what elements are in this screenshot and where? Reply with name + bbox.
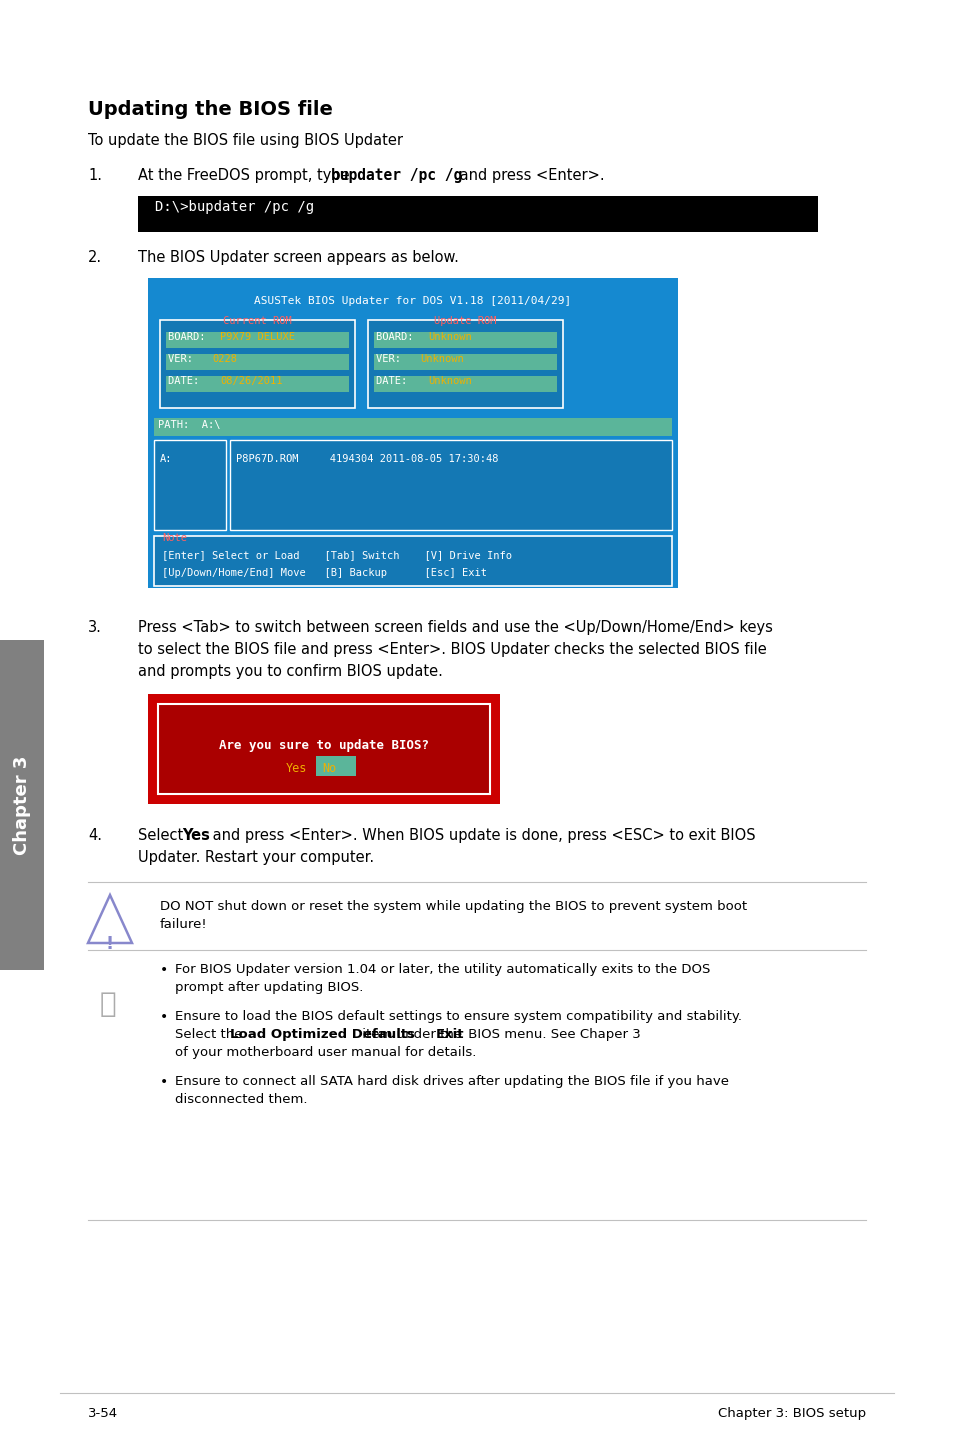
Text: •: • <box>160 963 168 976</box>
Bar <box>374 332 557 348</box>
Text: 08/26/2011: 08/26/2011 <box>220 375 282 385</box>
Text: Update ROM: Update ROM <box>434 316 497 326</box>
Text: Select the: Select the <box>174 1028 247 1041</box>
Text: •: • <box>160 1009 168 1024</box>
Text: Are you sure to update BIOS?: Are you sure to update BIOS? <box>219 739 429 752</box>
Text: Yes: Yes <box>182 828 210 843</box>
Bar <box>374 375 557 393</box>
Text: and prompts you to confirm BIOS update.: and prompts you to confirm BIOS update. <box>138 664 442 679</box>
Text: Unknown: Unknown <box>419 354 463 364</box>
Text: VER:: VER: <box>375 354 407 364</box>
Text: P9X79 DELUXE: P9X79 DELUXE <box>220 332 294 342</box>
Bar <box>368 321 562 408</box>
Text: Press <Tab> to switch between screen fields and use the <Up/Down/Home/End> keys: Press <Tab> to switch between screen fie… <box>138 620 772 636</box>
Text: bupdater /pc /g: bupdater /pc /g <box>331 168 462 183</box>
Bar <box>153 536 671 587</box>
Text: 👉: 👉 <box>99 989 116 1018</box>
Text: For BIOS Updater version 1.04 or later, the utility automatically exits to the D: For BIOS Updater version 1.04 or later, … <box>174 963 710 976</box>
Bar <box>153 440 226 531</box>
Text: PATH:  A:\: PATH: A:\ <box>158 420 220 430</box>
Text: and press <Enter>.: and press <Enter>. <box>455 168 604 183</box>
Bar <box>158 705 490 794</box>
Text: [Enter] Select or Load    [Tab] Switch    [V] Drive Info: [Enter] Select or Load [Tab] Switch [V] … <box>162 549 512 559</box>
Text: Current ROM: Current ROM <box>223 316 292 326</box>
Bar <box>160 321 355 408</box>
Text: At the FreeDOS prompt, type: At the FreeDOS prompt, type <box>138 168 354 183</box>
Bar <box>0 640 44 971</box>
Text: Unknown: Unknown <box>428 375 471 385</box>
Text: 0228: 0228 <box>212 354 236 364</box>
Text: Exit: Exit <box>436 1028 464 1041</box>
Text: failure!: failure! <box>160 917 208 930</box>
Bar <box>148 278 678 588</box>
Text: DATE:: DATE: <box>375 375 413 385</box>
Text: 2.: 2. <box>88 250 102 265</box>
Text: disconnected them.: disconnected them. <box>174 1093 307 1106</box>
Text: 4.: 4. <box>88 828 102 843</box>
Text: 1.: 1. <box>88 168 102 183</box>
Bar <box>153 418 671 436</box>
Text: Chapter 3: BIOS setup: Chapter 3: BIOS setup <box>717 1406 865 1419</box>
Text: Updating the BIOS file: Updating the BIOS file <box>88 101 333 119</box>
Text: A:: A: <box>160 454 172 464</box>
Text: item under the: item under the <box>357 1028 466 1041</box>
Text: of your motherboard user manual for details.: of your motherboard user manual for deta… <box>174 1045 476 1058</box>
Text: Load Optimized Defaults: Load Optimized Defaults <box>230 1028 415 1041</box>
Bar <box>148 695 499 804</box>
Text: Updater. Restart your computer.: Updater. Restart your computer. <box>138 850 374 866</box>
Text: Select: Select <box>138 828 188 843</box>
Text: BOARD:: BOARD: <box>375 332 419 342</box>
Text: 3.: 3. <box>88 620 102 636</box>
Text: The BIOS Updater screen appears as below.: The BIOS Updater screen appears as below… <box>138 250 458 265</box>
Text: Chapter 3: Chapter 3 <box>13 755 30 854</box>
Text: VER:: VER: <box>168 354 199 364</box>
Bar <box>166 375 349 393</box>
Bar <box>138 196 817 232</box>
Text: Ensure to connect all SATA hard disk drives after updating the BIOS file if you : Ensure to connect all SATA hard disk dri… <box>174 1076 728 1089</box>
Bar <box>315 756 355 777</box>
Bar <box>230 440 671 531</box>
Text: P8P67D.ROM     4194304 2011-08-05 17:30:48: P8P67D.ROM 4194304 2011-08-05 17:30:48 <box>235 454 498 464</box>
Text: Unknown: Unknown <box>428 332 471 342</box>
Text: !: ! <box>106 935 114 953</box>
Bar <box>374 354 557 370</box>
Bar <box>166 354 349 370</box>
Text: DO NOT shut down or reset the system while updating the BIOS to prevent system b: DO NOT shut down or reset the system whi… <box>160 900 746 913</box>
Bar <box>166 332 349 348</box>
Text: BIOS menu. See Chaper 3: BIOS menu. See Chaper 3 <box>463 1028 640 1041</box>
Text: prompt after updating BIOS.: prompt after updating BIOS. <box>174 981 363 994</box>
Text: and press <Enter>. When BIOS update is done, press <ESC> to exit BIOS: and press <Enter>. When BIOS update is d… <box>208 828 755 843</box>
Text: Note: Note <box>162 533 187 544</box>
Text: BOARD:: BOARD: <box>168 332 212 342</box>
Text: Yes: Yes <box>286 762 307 775</box>
Text: DATE:: DATE: <box>168 375 205 385</box>
Text: To update the BIOS file using BIOS Updater: To update the BIOS file using BIOS Updat… <box>88 132 402 148</box>
Text: No: No <box>322 762 335 775</box>
Text: 3-54: 3-54 <box>88 1406 118 1419</box>
Text: to select the BIOS file and press <Enter>. BIOS Updater checks the selected BIOS: to select the BIOS file and press <Enter… <box>138 641 766 657</box>
Text: •: • <box>160 1076 168 1089</box>
Text: [Up/Down/Home/End] Move   [B] Backup      [Esc] Exit: [Up/Down/Home/End] Move [B] Backup [Esc]… <box>162 568 486 578</box>
Text: ASUSTek BIOS Updater for DOS V1.18 [2011/04/29]: ASUSTek BIOS Updater for DOS V1.18 [2011… <box>254 296 571 306</box>
Text: Ensure to load the BIOS default settings to ensure system compatibility and stab: Ensure to load the BIOS default settings… <box>174 1009 741 1022</box>
Text: D:\>bupdater /pc /g: D:\>bupdater /pc /g <box>154 200 314 214</box>
